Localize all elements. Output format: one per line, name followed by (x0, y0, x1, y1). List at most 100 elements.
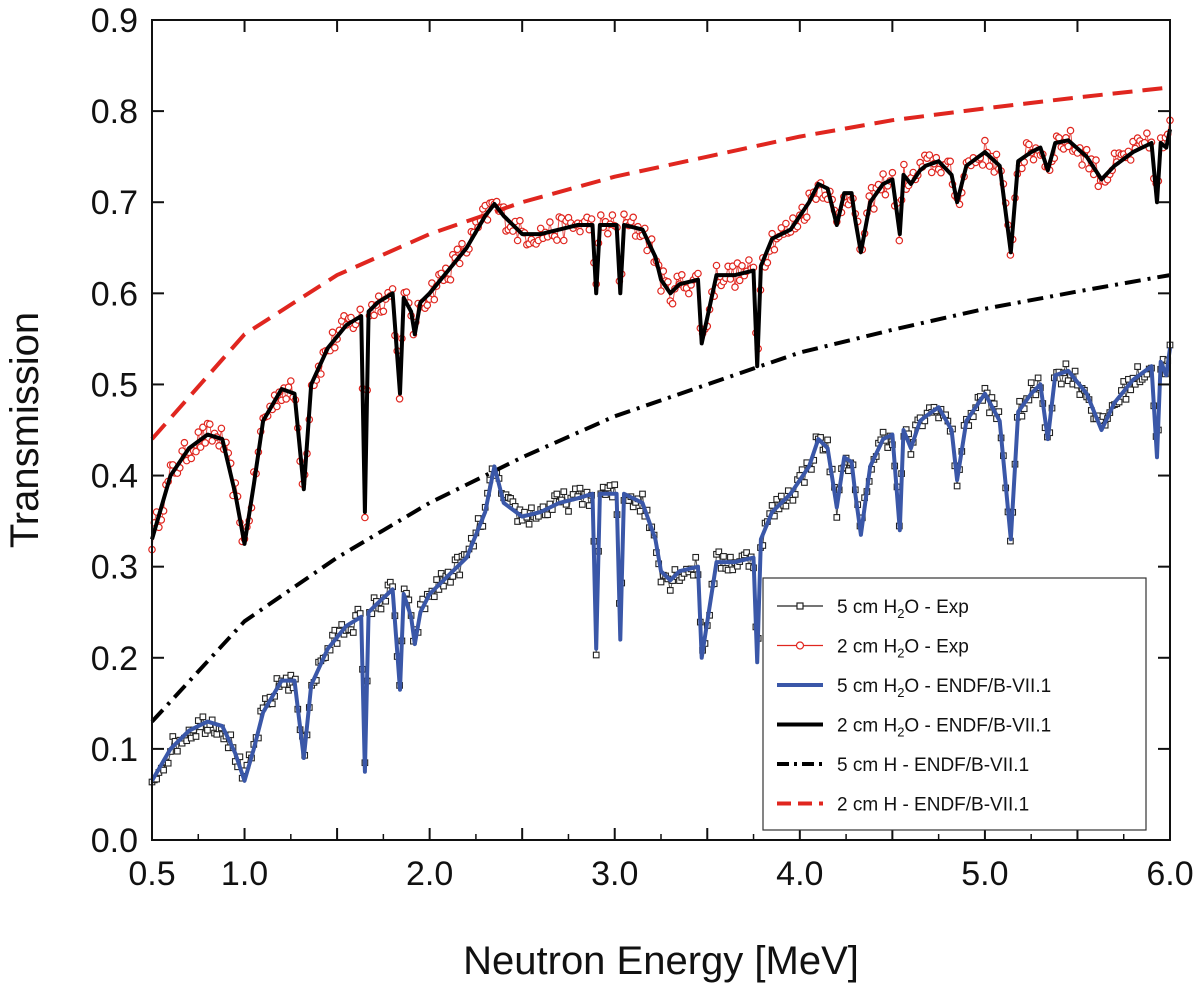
exp-point (666, 587, 674, 594)
exp-point (603, 229, 612, 238)
legend-label-rest: O - Exp (904, 597, 968, 618)
exp-point (536, 224, 545, 233)
legend-label: 5 cm H - ENDF/B-VII.1 (837, 755, 1029, 776)
exp-point (694, 269, 702, 278)
exp-point (377, 605, 385, 613)
exp-point (608, 211, 617, 219)
legend-label: 2 cm H - ENDF/B-VII.1 (837, 795, 1029, 816)
exp-point (453, 245, 462, 254)
exp-point (565, 508, 572, 515)
exp-point (430, 295, 439, 304)
y-tick-label: 0.4 (91, 458, 138, 496)
exp-point (187, 454, 196, 463)
exp-point (447, 578, 454, 586)
exp-point (388, 285, 397, 293)
exp-point (770, 245, 779, 254)
exp-point (160, 766, 167, 774)
legend-box (762, 577, 1147, 831)
exp-point (833, 514, 841, 521)
exp-point (712, 261, 721, 270)
exp-point (201, 439, 210, 447)
legend-label-subscript: 2 (897, 646, 904, 661)
legend-label-rest: O - ENDF/B-VII.1 (904, 676, 1051, 697)
x-tick-label: 2.0 (406, 855, 453, 893)
exp-point (509, 227, 517, 235)
x-axis-title: Neutron Energy [MeV] (463, 939, 859, 983)
legend-marker-circle (795, 641, 805, 650)
exp-point (576, 227, 584, 236)
exp-point (1071, 367, 1079, 375)
exp-point (553, 490, 561, 498)
exp-point (636, 507, 644, 515)
x-tick-label: 0.5 (128, 855, 175, 893)
exp-point (888, 168, 897, 177)
x-tick-label: 3.0 (591, 855, 638, 893)
exp-point (1062, 360, 1070, 368)
exp-point (1032, 391, 1040, 399)
series-2-cm-h2o-endf-b-vii-1 (150, 128, 1172, 546)
y-axis-title: Transmission (3, 312, 47, 548)
exp-point (1082, 145, 1091, 154)
exp-point (738, 261, 746, 270)
exp-point (174, 747, 181, 755)
exp-point (395, 394, 404, 403)
exp-point (356, 305, 365, 314)
exp-point (1143, 129, 1151, 138)
exp-point (194, 428, 203, 436)
legend-label: 2 cm H2O - Exp (837, 637, 969, 661)
legend-label-main: 2 cm H (837, 716, 897, 737)
exp-point (684, 289, 693, 298)
exp-point (423, 301, 432, 310)
legend-label-main: 2 cm H - ENDF/B-VII.1 (837, 795, 1029, 816)
series-5-cm-h2o-endf-b-vii-1 (150, 347, 1172, 783)
exp-point (1122, 395, 1130, 403)
exp-point (282, 395, 291, 403)
exp-point (620, 210, 628, 219)
exp-point (349, 629, 357, 636)
y-tick-label: 0.6 (91, 275, 138, 313)
exp-point (513, 236, 522, 245)
exp-point (286, 377, 295, 385)
exp-point (456, 571, 464, 579)
y-tick-label: 0.3 (91, 549, 138, 587)
legend-label: 5 cm H2O - ENDF/B-VII.1 (837, 676, 1051, 700)
exp-point (196, 443, 205, 451)
y-tick-label: 0.8 (91, 93, 138, 131)
exp-point (1126, 156, 1135, 164)
exp-point (986, 409, 993, 417)
x-tick-label: 6.0 (1146, 855, 1193, 893)
exp-point (206, 420, 214, 429)
exp-point (729, 566, 737, 574)
series-5-cm-h-endf-b-vii-1 (150, 273, 1171, 723)
exp-point (978, 161, 987, 169)
exp-point (953, 482, 961, 490)
exp-point (789, 496, 797, 504)
legend-label: 5 cm H2O - Exp (837, 597, 969, 621)
exp-point (801, 479, 808, 486)
exp-point (1034, 374, 1042, 382)
x-tick-label: 4.0 (776, 855, 823, 893)
exp-point (782, 502, 790, 510)
exp-point (525, 520, 533, 528)
exp-point (180, 438, 189, 447)
exp-point (578, 501, 586, 508)
exp-point (824, 436, 831, 444)
exp-point (199, 713, 207, 721)
y-tick-label: 0.0 (91, 822, 138, 860)
exp-point (587, 215, 596, 223)
exp-point (879, 428, 887, 436)
exp-point (217, 424, 226, 433)
exp-point (1057, 380, 1065, 388)
exp-point (374, 292, 383, 301)
exp-point (379, 307, 388, 316)
y-tick-label: 0.9 (91, 2, 138, 40)
exp-point (743, 549, 750, 556)
exp-point (1025, 140, 1033, 149)
exp-point (528, 504, 535, 512)
legend-label-subscript: 2 (897, 606, 904, 621)
exp-point (727, 553, 734, 561)
exp-point (1016, 397, 1023, 405)
exp-point (870, 205, 878, 213)
